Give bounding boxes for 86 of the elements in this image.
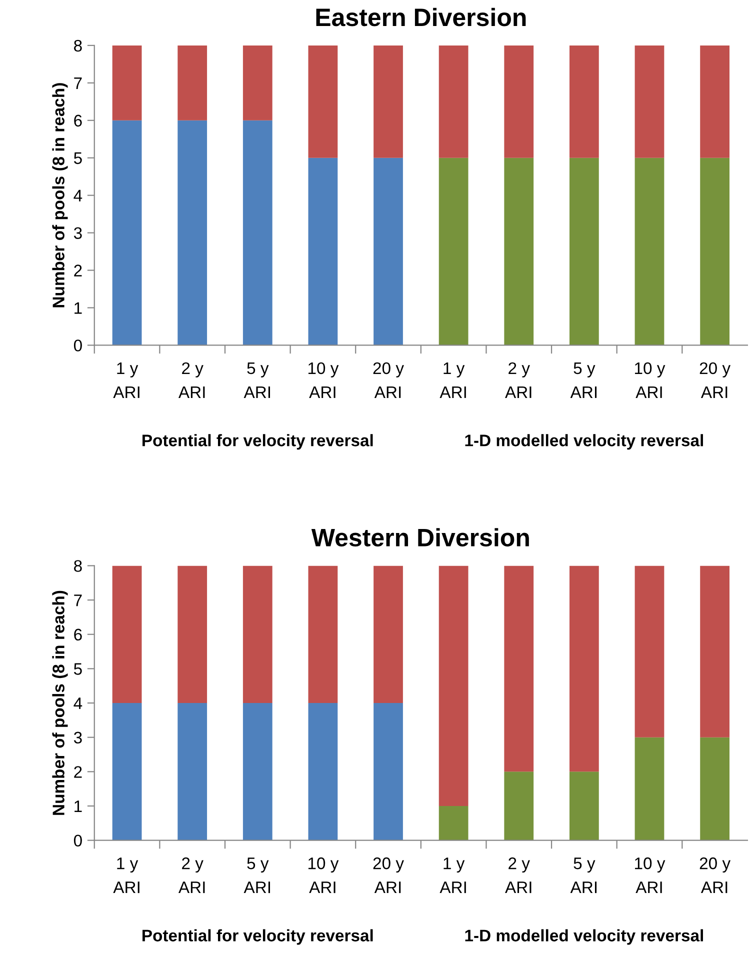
y-tick-label: 0: [74, 340, 82, 352]
bar: [112, 45, 142, 120]
bar: [374, 158, 403, 346]
bar: [374, 45, 403, 158]
x-tick-label: 5 y ARI: [570, 362, 597, 398]
bar: [700, 566, 730, 738]
bar: [504, 772, 534, 840]
text: Potential for velocity reversal: [142, 434, 373, 450]
x-tick-label: 10 y ARI: [308, 857, 339, 894]
bar: [308, 158, 338, 346]
bar: [569, 45, 599, 158]
y-tick-label: 8: [74, 560, 82, 572]
y-axis-title: Number of pools (8 in reach): [52, 590, 68, 815]
y-tick-label: 0: [74, 834, 82, 847]
x-tick-label: 2 y ARI: [505, 362, 532, 398]
x-tick-label: 20 y ARI: [373, 857, 404, 894]
bar: [112, 703, 142, 840]
bar: [569, 158, 599, 346]
bar: [438, 566, 468, 806]
bar: [700, 737, 730, 840]
text: 1-D modelled velocity reversal: [465, 434, 703, 450]
bar: [438, 158, 468, 346]
bar: [308, 45, 338, 158]
bar: [634, 566, 664, 738]
bar: [242, 120, 272, 346]
x-tick-label: 1 y ARI: [113, 362, 140, 398]
bar: [700, 158, 730, 346]
y-tick-label: 6: [74, 114, 82, 127]
bar: [112, 120, 142, 346]
bar: [178, 45, 208, 120]
x-tick-label: 2 y ARI: [178, 362, 205, 398]
x-tick-label: 1 y ARI: [440, 362, 466, 398]
x-tick-label: 2 y ARI: [505, 857, 532, 894]
chart-title: Eastern Diversion: [316, 8, 526, 26]
x-tick-label: 2 y ARI: [178, 857, 205, 894]
y-tick-label: 5: [74, 663, 82, 675]
bar: [634, 737, 664, 840]
y-tick-label: 1: [74, 800, 82, 812]
chart-title: Western Diversion: [311, 528, 529, 546]
bar: [178, 120, 208, 346]
bar: [504, 158, 534, 346]
y-tick-label: 7: [74, 594, 82, 606]
bar: [178, 566, 208, 704]
bar: [374, 703, 403, 840]
bar: [504, 45, 534, 158]
bar: [634, 158, 664, 346]
y-tick-label: 2: [74, 766, 82, 778]
x-tick-label: 5 y ARI: [244, 858, 270, 894]
bar: [112, 566, 142, 704]
y-tick-label: 3: [74, 227, 82, 240]
bar: [242, 566, 272, 704]
y-tick-label: 1: [74, 302, 82, 314]
x-tick-label: 10 y ARI: [635, 857, 666, 894]
y-tick-label: 7: [74, 77, 82, 89]
x-tick-label: 10 y ARI: [308, 362, 339, 398]
y-tick-label: 4: [74, 698, 82, 710]
y-tick-label: 2: [74, 264, 82, 276]
x-tick-label: 20 y ARI: [373, 362, 404, 398]
bar: [178, 703, 208, 840]
x-tick-label: 10 y ARI: [635, 362, 666, 398]
bar: [308, 566, 338, 704]
bar: [242, 45, 272, 120]
x-tick-label: 1 y ARI: [440, 858, 466, 894]
bar: [438, 806, 468, 840]
bar: [569, 772, 599, 840]
x-tick-label: 5 y ARI: [570, 858, 597, 894]
bar: [504, 566, 534, 772]
y-tick-label: 5: [74, 152, 82, 164]
bar: [634, 45, 664, 158]
x-tick-label: 1 y ARI: [113, 858, 140, 894]
x-tick-label: 20 y ARI: [700, 857, 731, 894]
y-axis-title: Number of pools (8 in reach): [52, 83, 68, 308]
bar: [700, 45, 730, 158]
text: 1-D modelled velocity reversal: [465, 929, 703, 945]
bar: [374, 566, 403, 704]
bar: [308, 703, 338, 840]
bar: [242, 703, 272, 840]
text: Potential for velocity reversal: [142, 929, 373, 945]
bar: [438, 45, 468, 158]
x-tick-label: 20 y ARI: [700, 362, 731, 398]
y-tick-label: 4: [74, 190, 82, 202]
y-tick-label: 6: [74, 628, 82, 641]
y-tick-label: 8: [74, 40, 82, 52]
y-tick-label: 3: [74, 732, 82, 744]
bar: [569, 566, 599, 772]
x-tick-label: 5 y ARI: [244, 362, 270, 398]
